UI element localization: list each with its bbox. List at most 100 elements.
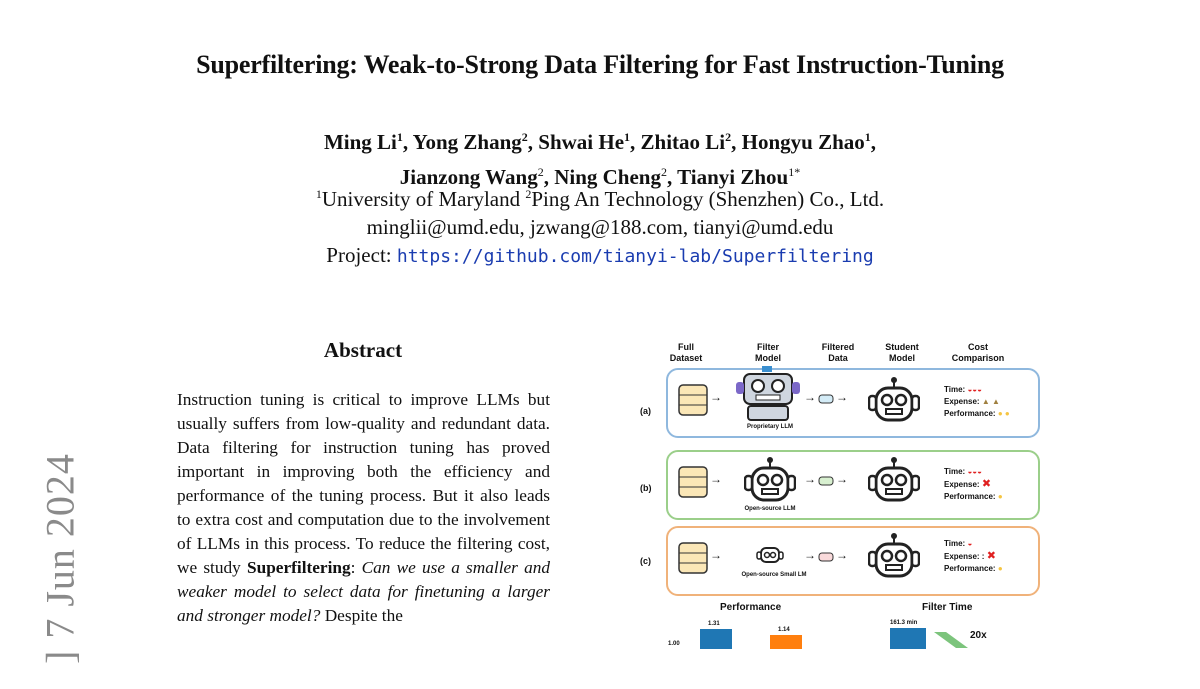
- student-robot-icon: [868, 533, 920, 578]
- row-label-b: (b): [640, 483, 652, 493]
- arrow-icon: →: [710, 472, 722, 486]
- expense-label: Expense:: [944, 397, 980, 406]
- performance-axis-tick: 1.00: [668, 641, 680, 647]
- abstract-italic-question: Can we use a smaller and weaker model to…: [177, 558, 550, 625]
- time-label: Time:: [944, 385, 966, 394]
- caption-proprietary-llm: Proprietary LLM: [746, 424, 793, 430]
- cross-icon: ✖: [986, 550, 996, 562]
- arrow-icon: →: [804, 548, 816, 562]
- clock-icon: ◒◒◒: [967, 385, 982, 394]
- author-name: Jianzong Wang: [399, 165, 538, 189]
- affil-sup-2: 2: [525, 187, 532, 201]
- filtered-data-icon: [818, 394, 834, 404]
- time-label: Time:: [944, 539, 966, 548]
- author-affil-sup: 1: [864, 130, 871, 144]
- performance-label: Performance:: [944, 409, 996, 418]
- author-name: Tianyi Zhou: [677, 165, 789, 189]
- author-list: Ming Li1, Yong Zhang2, Shwai He1, Zhitao…: [0, 122, 1200, 192]
- author-affil-sup: 2: [660, 165, 667, 179]
- project-link[interactable]: https://github.com/tianyi-lab/Superfilte…: [396, 246, 874, 267]
- affil-sup-1: 1: [315, 187, 322, 201]
- abstract-bold-superfiltering: Superfiltering: [246, 558, 351, 577]
- paper-title: Superfiltering: Weak-to-Strong Data Filt…: [196, 50, 1004, 79]
- performance-bar-label-2: 1.14: [778, 627, 790, 633]
- arrow-icon: →: [836, 472, 848, 486]
- abstract-text-1: Instruction tuning is critical to improv…: [177, 390, 550, 577]
- filter-time-bar: [890, 628, 926, 649]
- money-bag-icon: ▲ ▲: [981, 397, 1000, 406]
- dataset-icon: [678, 384, 708, 416]
- row-label-c: (c): [640, 556, 651, 566]
- affiliations: 1University of Maryland 2Ping An Technol…: [0, 180, 1200, 271]
- author-affil-sup: 1*: [788, 165, 801, 179]
- performance-bar-2: [770, 635, 802, 649]
- clock-icon: ◒◒◒: [967, 467, 982, 476]
- header-filter-model: Filter Model: [755, 342, 781, 363]
- emails: minglii@umd.edu, jzwang@188.com, tianyi@…: [366, 215, 834, 239]
- author-affil-sup: 1: [624, 130, 631, 144]
- abstract-heading: Abstract: [323, 338, 403, 362]
- performance-chart-title: Performance: [720, 602, 782, 613]
- author-name: Zhitao Li: [640, 130, 726, 154]
- cost-block-a: Time: ◒◒◒ Expense: ▲ ▲ Performance: ● ●: [944, 384, 1010, 420]
- header-student-model: Student Model: [885, 342, 919, 363]
- arrow-icon: →: [710, 390, 722, 404]
- author-affil-sup: 1: [396, 130, 403, 144]
- panel-small-lm: → Open-source Small LM → → Time: ◒ Expen…: [666, 526, 1040, 596]
- affiliation-line: 1University of Maryland 2Ping An Technol…: [0, 180, 1200, 213]
- panel-proprietary: → Proprietary LLM → → Time: ◒◒◒ Expense:…: [666, 366, 1040, 438]
- expense-label: Expense: :: [944, 552, 985, 561]
- performance-label: Performance:: [944, 492, 996, 501]
- dataset-icon: [678, 466, 708, 498]
- author-name: Ming Li: [323, 130, 397, 154]
- filter-time-bar-label: 161.3 min: [890, 620, 918, 626]
- trophy-icon: ● ●: [997, 409, 1010, 418]
- author-name: Shwai He: [538, 130, 625, 154]
- affiliation-pingan: Ping An Technology (Shenzhen) Co., Ltd.: [531, 187, 885, 211]
- abstract-text-3: Despite the: [320, 606, 403, 625]
- author-name: Hongyu Zhao: [741, 130, 865, 154]
- panel-open-source-llm: → Open-source LLM → → Time: ◒◒◒ Expense:…: [666, 450, 1040, 520]
- filtered-data-icon: [818, 476, 834, 486]
- caption-open-source-llm: Open-source LLM: [744, 506, 796, 512]
- author-name: Ning Cheng: [554, 165, 661, 189]
- expense-label: Expense:: [944, 480, 980, 489]
- trophy-icon: ●: [997, 564, 1003, 573]
- header-filtered-data: Filtered Data: [821, 342, 855, 363]
- project-line: Project: https://github.com/tianyi-lab/S…: [0, 241, 1200, 271]
- overview-figure: Full Dataset Filter Model Filtered Data Stu…: [636, 338, 1048, 649]
- author-line-2: Jianzong Wang2, Ning Cheng2, Tianyi Zhou…: [399, 165, 801, 189]
- author-affil-sup: 2: [725, 130, 732, 144]
- author-affil-sup: 2: [537, 165, 544, 179]
- student-robot-icon: [868, 457, 920, 502]
- cross-icon: ✖: [981, 478, 992, 490]
- header-full-dataset: Full Dataset: [669, 342, 703, 363]
- filtered-data-icon: [818, 552, 834, 562]
- cost-block-b: Time: ◒◒◒ Expense: ✖ Performance: ●: [944, 466, 1003, 503]
- arrow-icon: →: [710, 548, 722, 562]
- author-name: Yong Zhang: [412, 130, 522, 154]
- time-label: Time:: [944, 467, 966, 476]
- clock-icon: ◒: [967, 539, 973, 548]
- abstract-body: Instruction tuning is critical to improv…: [177, 388, 550, 628]
- arxiv-side-stamp: ] 7 Jun 2024: [37, 453, 83, 664]
- project-label: Project:: [326, 243, 397, 267]
- author-affil-sup: 2: [521, 130, 528, 144]
- author-line-1: Ming Li1, Yong Zhang2, Shwai He1, Zhitao…: [323, 130, 877, 154]
- speedup-arrow-icon: [934, 632, 968, 648]
- affiliation-umd: University of Maryland: [321, 187, 526, 211]
- performance-bar-label-1: 1.31: [708, 621, 720, 627]
- arrow-icon: →: [836, 548, 848, 562]
- caption-open-source-small-lm: Open-source Small LM: [741, 572, 807, 578]
- performance-label: Performance:: [944, 564, 996, 573]
- proprietary-robot-icon: [736, 366, 800, 421]
- performance-bar-1: [700, 629, 732, 649]
- header-cost-comparison: Cost Comparison: [951, 342, 1005, 363]
- open-source-robot-icon: [744, 457, 796, 502]
- abstract-text-2: :: [350, 558, 362, 577]
- small-lm-robot-icon: [756, 547, 784, 563]
- student-robot-icon: [868, 377, 920, 422]
- speedup-label: 20x: [970, 630, 987, 641]
- arrow-icon: →: [804, 472, 816, 486]
- arrow-icon: →: [804, 390, 816, 404]
